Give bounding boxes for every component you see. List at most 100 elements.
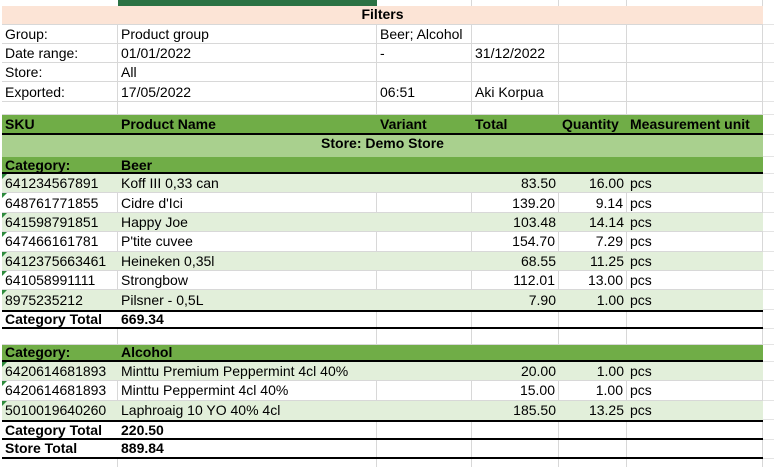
filter-extra-cell[interactable] xyxy=(472,63,559,81)
total-cell[interactable]: 20.00 xyxy=(472,362,559,380)
cell[interactable] xyxy=(627,345,763,360)
unit-cell[interactable]: pcs xyxy=(627,174,763,192)
column-header-measurement-unit[interactable]: Measurement unit xyxy=(627,115,763,133)
cell[interactable] xyxy=(627,421,763,438)
cell[interactable] xyxy=(627,157,763,172)
quantity-cell[interactable]: 7.29 xyxy=(559,232,627,251)
column-header-sku[interactable]: SKU xyxy=(2,115,118,133)
category-name-cell[interactable]: Beer xyxy=(118,157,377,172)
cell[interactable] xyxy=(118,458,377,467)
filter-label-cell[interactable]: Group: xyxy=(2,25,118,43)
unit-cell[interactable]: pcs xyxy=(627,193,763,212)
total-cell[interactable]: 83.50 xyxy=(472,174,559,192)
cell[interactable] xyxy=(118,328,377,344)
filter-label-cell[interactable]: Date range: xyxy=(2,44,118,62)
unit-cell[interactable]: pcs xyxy=(627,213,763,231)
category-total-label-cell[interactable]: Category Total xyxy=(2,312,118,327)
product-name-cell[interactable]: Happy Joe xyxy=(118,213,377,231)
cell[interactable] xyxy=(559,25,627,43)
cell[interactable] xyxy=(559,458,627,467)
cell[interactable] xyxy=(472,439,559,457)
cell[interactable] xyxy=(377,157,472,172)
variant-cell[interactable] xyxy=(377,362,472,380)
sku-cell[interactable]: 647466161781 xyxy=(2,232,118,251)
unit-cell[interactable]: pcs xyxy=(627,232,763,251)
column-header-product-name[interactable]: Product Name xyxy=(118,115,377,133)
store-total-value-cell[interactable]: 889.84 xyxy=(118,439,377,457)
category-total-value-cell[interactable]: 669.34 xyxy=(118,311,377,327)
filter-extra-cell[interactable]: 31/12/2022 xyxy=(472,44,559,62)
category-name-cell[interactable]: Alcohol xyxy=(118,345,377,360)
cell[interactable] xyxy=(627,458,763,467)
store-banner-cell[interactable]: Store: Demo Store xyxy=(2,135,763,157)
variant-cell[interactable] xyxy=(377,232,472,251)
unit-cell[interactable]: pcs xyxy=(627,401,763,420)
filter-extra-cell[interactable]: Beer; Alcohol xyxy=(377,25,472,43)
cell[interactable] xyxy=(627,63,763,81)
cell[interactable] xyxy=(627,82,763,101)
variant-cell[interactable] xyxy=(377,174,472,192)
column-header-quantity[interactable]: Quantity xyxy=(559,115,627,133)
filter-extra-cell[interactable]: - xyxy=(377,44,472,62)
cell[interactable] xyxy=(118,102,377,114)
filter-value-cell[interactable]: 17/05/2022 xyxy=(118,82,377,101)
store-total-label-cell[interactable]: Store Total xyxy=(2,440,118,457)
sku-cell[interactable]: 648761771855 xyxy=(2,193,118,212)
unit-cell[interactable]: pcs xyxy=(627,362,763,380)
cell[interactable] xyxy=(559,311,627,327)
quantity-cell[interactable]: 1.00 xyxy=(559,381,627,400)
sku-cell[interactable]: 8975235212 xyxy=(2,290,118,309)
total-cell[interactable]: 139.20 xyxy=(472,193,559,212)
quantity-cell[interactable]: 14.14 xyxy=(559,213,627,231)
sku-cell[interactable]: 6412375663461 xyxy=(2,251,118,270)
cell[interactable] xyxy=(2,102,118,114)
sku-cell[interactable]: 6420614681893 xyxy=(2,361,118,380)
variant-cell[interactable] xyxy=(377,290,472,309)
quantity-cell[interactable]: 16.00 xyxy=(559,174,627,192)
cell[interactable] xyxy=(559,44,627,62)
filter-value-cell[interactable]: All xyxy=(118,63,377,81)
variant-cell[interactable] xyxy=(377,270,472,290)
total-cell[interactable]: 103.48 xyxy=(472,213,559,231)
filter-value-cell[interactable]: 01/01/2022 xyxy=(118,44,377,62)
cell[interactable] xyxy=(627,311,763,327)
cell[interactable] xyxy=(627,25,763,43)
cell[interactable] xyxy=(472,157,559,172)
variant-cell[interactable] xyxy=(377,252,472,270)
filter-label-cell[interactable]: Store: xyxy=(2,63,118,81)
cell[interactable] xyxy=(377,439,472,457)
variant-cell[interactable] xyxy=(377,381,472,400)
cell[interactable] xyxy=(377,421,472,438)
filter-extra-cell[interactable]: 06:51 xyxy=(377,82,472,101)
unit-cell[interactable]: pcs xyxy=(627,381,763,400)
cell[interactable] xyxy=(377,328,472,344)
sku-cell[interactable]: 5010019640260 xyxy=(2,400,118,420)
cell[interactable] xyxy=(559,63,627,81)
product-name-cell[interactable]: Strongbow xyxy=(118,270,377,290)
variant-cell[interactable] xyxy=(377,193,472,212)
product-name-cell[interactable]: Heineken 0,35l xyxy=(118,252,377,270)
cell[interactable] xyxy=(472,421,559,438)
total-cell[interactable]: 112.01 xyxy=(472,270,559,290)
cell[interactable] xyxy=(627,328,763,344)
cell[interactable] xyxy=(2,328,118,344)
unit-cell[interactable]: pcs xyxy=(627,290,763,309)
column-header-total[interactable]: Total xyxy=(472,115,559,133)
cell[interactable] xyxy=(559,421,627,438)
category-label-cell[interactable]: Category: xyxy=(2,345,118,360)
product-name-cell[interactable]: Cidre d'Ici xyxy=(118,193,377,212)
cell[interactable] xyxy=(472,345,559,360)
filter-label-cell[interactable]: Exported: xyxy=(2,82,118,101)
total-cell[interactable]: 15.00 xyxy=(472,381,559,400)
cell[interactable] xyxy=(377,102,472,114)
total-cell[interactable]: 68.55 xyxy=(472,252,559,270)
filter-value-cell[interactable]: Product group xyxy=(118,25,377,43)
sku-cell[interactable]: 6420614681893 xyxy=(2,381,118,400)
quantity-cell[interactable]: 9.14 xyxy=(559,193,627,212)
total-cell[interactable]: 185.50 xyxy=(472,401,559,420)
total-cell[interactable]: 154.70 xyxy=(472,232,559,251)
filter-extra-cell[interactable]: Aki Korpua xyxy=(472,82,559,101)
cell[interactable] xyxy=(472,458,559,467)
quantity-cell[interactable]: 13.25 xyxy=(559,401,627,420)
cell[interactable] xyxy=(627,439,763,457)
